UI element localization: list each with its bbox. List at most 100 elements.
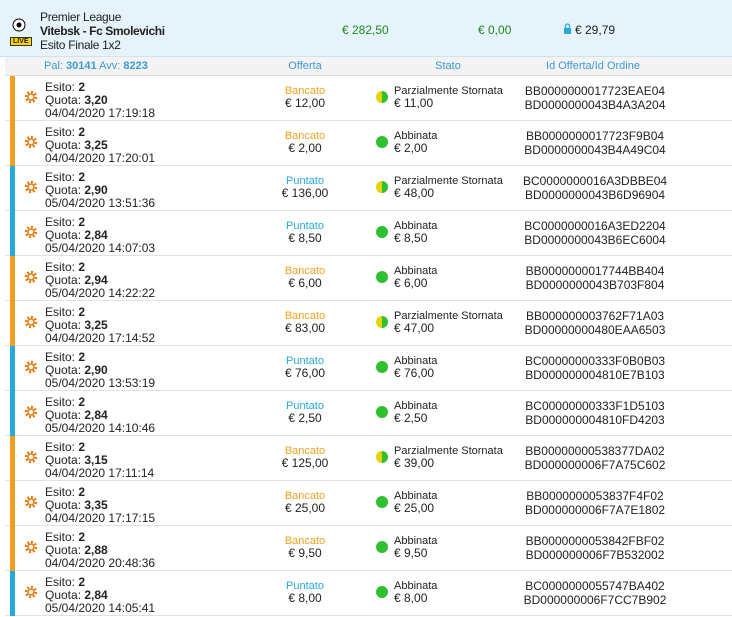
- esito: 2: [78, 395, 86, 409]
- esito: 2: [78, 530, 86, 544]
- quota: 3,20: [84, 93, 108, 107]
- side-bar: [10, 391, 15, 436]
- offer-id: BB0000000053837F4F02: [526, 489, 664, 503]
- matched: € 11,00: [394, 96, 434, 110]
- quota-label: Quota:: [45, 588, 82, 602]
- status: Abbinata: [394, 400, 438, 412]
- quota-line: Quota: 3,35: [45, 498, 108, 512]
- offer-id: BB00000000538377DA02: [525, 444, 665, 458]
- gear-icon: [24, 495, 38, 509]
- offer-amount: € 8,50: [288, 231, 322, 245]
- side-bar: [10, 436, 15, 481]
- pal-label: Pal:: [44, 60, 63, 72]
- date: 04/04/2020 17:14:52: [45, 331, 156, 345]
- lock-icon: [564, 23, 571, 34]
- offer-amount: € 2,50: [288, 411, 322, 425]
- offer-amount: € 125,00: [281, 456, 329, 470]
- offer-type: Bancato: [284, 535, 326, 547]
- date: 04/04/2020 17:11:14: [45, 466, 155, 480]
- offer-amount: € 8,00: [288, 591, 322, 605]
- side-bar: [10, 166, 15, 211]
- offer-type: Bancato: [284, 445, 326, 457]
- quota: 2,94: [84, 273, 108, 287]
- bet-row: Esito: 2 Quota: 3,25 04/04/2020 17:14:52 Ba…: [5, 301, 732, 346]
- date: 05/04/2020 13:53:19: [45, 376, 156, 390]
- pal-avv: Pal: 30141 Avv: 8223: [44, 60, 148, 72]
- status-dot: [376, 361, 388, 373]
- order-id: BD000000006F7A7E1802: [524, 503, 666, 517]
- order-id: BD0000000043B703F804: [525, 278, 665, 292]
- order-id: BD000000006F7CC7B902: [523, 593, 667, 607]
- offer-id: BC0000000016A3DBBE04: [522, 174, 668, 188]
- order-id: BD000000004810E7B103: [525, 368, 665, 382]
- esito-label: Esito:: [45, 530, 76, 544]
- quota: 3,35: [84, 498, 108, 512]
- status-dot: [376, 586, 388, 598]
- esito-label: Esito:: [45, 125, 76, 139]
- column-header: Pal: 30141 Avv: 8223 Offerta Stato Id Of…: [5, 57, 732, 76]
- quota: 2,84: [84, 228, 108, 242]
- esito: 2: [78, 215, 86, 229]
- status: Abbinata: [394, 265, 438, 277]
- gear-icon: [24, 90, 38, 104]
- matched: € 25,00: [394, 501, 435, 515]
- offer-type: Puntato: [286, 580, 324, 592]
- offer-type: Bancato: [284, 490, 326, 502]
- esito-line: Esito: 2: [45, 395, 85, 409]
- col-status: Stato: [435, 60, 461, 72]
- status-dot: [376, 496, 388, 508]
- esito-line: Esito: 2: [45, 530, 85, 544]
- esito-line: Esito: 2: [45, 575, 85, 589]
- esito-line: Esito: 2: [45, 350, 85, 364]
- status-dot: [376, 451, 388, 463]
- quota-label: Quota:: [45, 363, 82, 377]
- offer-amount: € 83,00: [284, 321, 326, 335]
- order-id: BD000000004810FD4203: [525, 413, 665, 427]
- offer-id: BB0000000017744BB404: [525, 264, 665, 278]
- offer-type: Puntato: [286, 355, 324, 367]
- date: 05/04/2020 14:22:22: [45, 286, 156, 300]
- matched: € 2,50: [394, 411, 428, 425]
- quota: 2,88: [84, 543, 108, 557]
- status-dot: [376, 316, 388, 328]
- date: 04/04/2020 17:17:15: [45, 511, 156, 525]
- quota-line: Quota: 3,25: [45, 318, 108, 332]
- offer-id: BC00000000333F0B0B03: [524, 354, 666, 368]
- date: 04/04/2020 17:20:01: [45, 151, 156, 165]
- gear-icon: [24, 270, 38, 284]
- quota-label: Quota:: [45, 228, 82, 242]
- pal: 30141: [66, 60, 97, 72]
- quota-line: Quota: 2,94: [45, 273, 108, 287]
- side-bar: [10, 121, 15, 166]
- side-bar: [10, 301, 15, 346]
- esito: 2: [78, 125, 86, 139]
- bet-row: Esito: 2 Quota: 2,88 04/04/2020 20:48:36 Ba…: [5, 526, 732, 571]
- quota-label: Quota:: [45, 138, 82, 152]
- quota-label: Quota:: [45, 93, 82, 107]
- offer-id: BB0000000017723EAE04: [524, 84, 666, 98]
- status: Abbinata: [394, 220, 438, 232]
- quota-label: Quota:: [45, 498, 82, 512]
- esito-line: Esito: 2: [45, 440, 85, 454]
- esito-label: Esito:: [45, 80, 76, 94]
- offer-type: Puntato: [286, 220, 324, 232]
- side-bar: [10, 526, 15, 571]
- bet-row: Esito: 2 Quota: 3,20 04/04/2020 17:19:18 Ba…: [5, 76, 732, 121]
- matched: € 6,00: [394, 276, 428, 290]
- esito-line: Esito: 2: [45, 170, 85, 184]
- market: Esito Finale 1x2: [40, 38, 121, 52]
- offer-id: BB0000000053842FBF02: [525, 534, 665, 548]
- esito: 2: [78, 440, 86, 454]
- offer-amount: € 6,00: [288, 276, 322, 290]
- gear-icon: [24, 450, 38, 464]
- esito: 2: [78, 575, 86, 589]
- quota-line: Quota: 2,84: [45, 408, 108, 422]
- matched: € 8,50: [394, 231, 428, 245]
- gear-icon: [24, 180, 38, 194]
- date: 05/04/2020 14:07:03: [45, 241, 156, 255]
- bet-row: Esito: 2 Quota: 2,84 05/04/2020 14:05:41 Pu…: [5, 571, 732, 616]
- offer-id: BC0000000016A3ED2204: [524, 219, 666, 233]
- col-offer: Offerta: [288, 60, 322, 72]
- quota-label: Quota:: [45, 453, 82, 467]
- bet-row: Esito: 2 Quota: 3,25 04/04/2020 17:20:01 Ba…: [5, 121, 732, 166]
